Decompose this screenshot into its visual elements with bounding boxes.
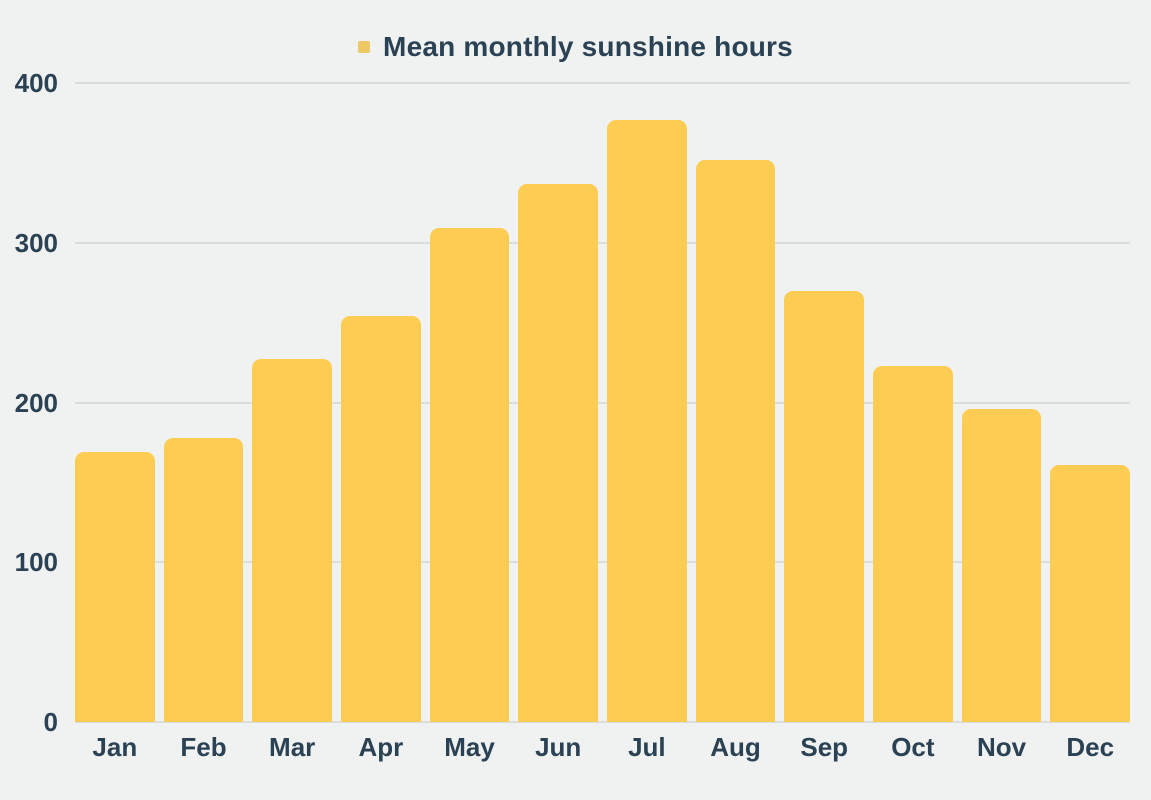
x-tick-label-jun: Jun — [535, 732, 582, 762]
y-tick-label-0: 0 — [43, 707, 58, 737]
bars-group — [75, 83, 1131, 722]
y-tick-label-400: 400 — [14, 68, 58, 98]
gridline-300 — [75, 241, 1130, 244]
bar-aug[interactable] — [695, 159, 776, 722]
x-tick-label-dec: Dec — [1066, 732, 1115, 762]
y-tick-label-100: 100 — [14, 547, 58, 578]
bar-sep[interactable] — [784, 290, 865, 722]
x-tick-label-nov: Nov — [976, 732, 1027, 762]
bar-feb[interactable] — [163, 437, 244, 722]
y-tick-label-200: 200 — [14, 387, 58, 418]
x-tick-label-apr: Apr — [358, 732, 404, 762]
bar-jan[interactable] — [75, 452, 155, 722]
x-tick-label-feb: Feb — [180, 732, 227, 762]
gridline-200 — [75, 401, 1130, 404]
x-tick-label-jan: Jan — [92, 732, 138, 762]
gridline-0 — [75, 721, 1130, 723]
bar-mar[interactable] — [252, 359, 333, 722]
legend[interactable]: Mean monthly sunshine hours — [0, 31, 1151, 63]
y-tick-label-300: 300 — [14, 227, 58, 258]
bar-jul[interactable] — [607, 119, 687, 722]
x-tick-label-oct: Oct — [891, 732, 935, 762]
bar-nov[interactable] — [961, 408, 1042, 722]
x-tick-label-jul: Jul — [628, 732, 666, 762]
gridline-100 — [75, 561, 1130, 564]
y-axis: 0 100 200 300 400 — [0, 70, 58, 735]
bar-dec[interactable] — [1050, 464, 1131, 722]
bar-may[interactable] — [429, 228, 510, 722]
x-axis: Jan Feb Mar Apr May Jun Jul Aug Sep Oct Nov Dec — [75, 732, 1130, 763]
gridline-400 — [75, 82, 1130, 84]
legend-marker-icon — [358, 41, 371, 53]
x-tick-label-may: May — [444, 732, 495, 762]
x-tick-label-sep: Sep — [800, 732, 849, 762]
x-tick-label-aug: Aug — [710, 732, 761, 762]
bar-apr[interactable] — [341, 316, 421, 722]
bar-oct[interactable] — [873, 365, 953, 722]
legend-label: Mean monthly sunshine hours — [383, 31, 793, 62]
plot-area — [75, 82, 1131, 723]
bar-jun[interactable] — [518, 183, 599, 722]
x-tick-label-mar: Mar — [269, 732, 316, 762]
